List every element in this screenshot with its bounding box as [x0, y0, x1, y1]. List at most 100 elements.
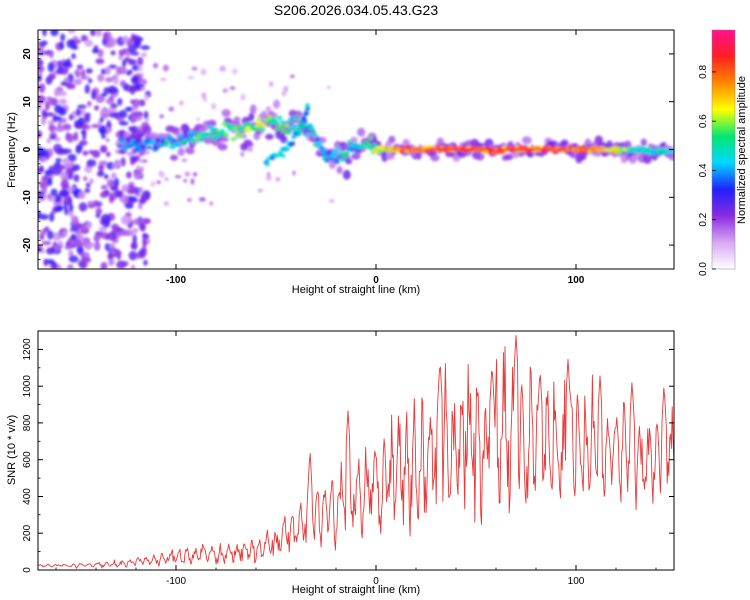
spectrogram-cell-1024 — [293, 115, 300, 120]
spectrogram-x-axis-label: Height of straight line (km) — [292, 284, 420, 296]
spectrogram-cell-536 — [190, 178, 195, 185]
spectrogram-cell-146 — [124, 106, 134, 112]
spectrogram-cell-129 — [128, 250, 138, 261]
spectrogram-cell-374 — [108, 230, 117, 241]
spectrogram-cell-995 — [252, 127, 259, 132]
spectrogram-cell-904 — [125, 138, 131, 143]
spectrogram-cell-876 — [631, 154, 639, 161]
spectrogram-cell-910 — [134, 140, 140, 145]
spectrogram-cell-189 — [98, 160, 108, 166]
spectrogram-cell-648 — [219, 136, 229, 143]
spectrogram-cell-1429 — [301, 116, 307, 121]
spectrogram-cell-584 — [179, 100, 184, 106]
spectrogram-cell-173 — [90, 30, 96, 37]
spectrogram-cell-1032 — [304, 132, 311, 138]
colorbar: 0.0 0.2 0.4 0.6 0.8 Normalized spectral ampl… — [698, 29, 748, 276]
spectrogram-cell-304 — [54, 245, 59, 252]
spectrogram-cell-209 — [53, 88, 60, 98]
spectrogram-cell-265 — [67, 153, 77, 162]
spectrogram-cell-984 — [237, 133, 244, 139]
spectrogram-cell-956 — [197, 137, 205, 143]
spectrogram-cell-468 — [56, 164, 66, 171]
spectrogram-cell-43 — [78, 202, 88, 212]
spectrogram-cell-353 — [127, 186, 137, 194]
spectrogram-cell-927 — [157, 143, 164, 148]
spectrogram-cell-80 — [137, 56, 144, 67]
spectrogram-cell-568 — [265, 106, 272, 112]
spectrogram-cell-491 — [85, 182, 91, 188]
spectrogram-cell-467 — [75, 108, 82, 117]
spectrogram-cell-212 — [143, 110, 149, 120]
colorbar-label: Normalized spectral amplitude — [736, 76, 748, 224]
spectrogram-cell-360 — [73, 131, 79, 142]
spectrogram-cell-237 — [52, 232, 62, 241]
spectrogram-cell-471 — [70, 215, 79, 226]
spectrogram-cell-161 — [130, 242, 136, 250]
spectrogram-cell-431 — [128, 198, 139, 203]
spectrogram-cell-78 — [108, 64, 117, 69]
spectrogram-cell-1062 — [347, 139, 353, 144]
spectrogram-cell-974 — [223, 132, 229, 138]
spectrogram-cell-1012 — [277, 115, 283, 121]
spectrogram-cell-465 — [91, 89, 96, 100]
colorbar-gradient — [712, 30, 735, 269]
spectrogram-cell-308 — [97, 170, 105, 177]
spectrogram-cell-300 — [108, 194, 115, 204]
spectrogram-cell-1254 — [615, 149, 622, 155]
spectrogram-cell-50 — [100, 184, 108, 190]
spectrogram-cell-881 — [640, 138, 647, 147]
spectrogram-cell-24 — [110, 172, 117, 180]
spectrogram-cell-492 — [44, 101, 50, 111]
spectrogram-cell-837 — [560, 139, 569, 147]
spectrogram-y-axis-label: Frequency (Hz) — [6, 112, 18, 188]
spectrogram-cell-435 — [99, 144, 108, 153]
spectrogram-cell-481 — [63, 77, 69, 84]
spectrogram-cell-299 — [131, 99, 141, 107]
spectrogram-cell-341 — [43, 259, 49, 267]
spectrogram-cell-919 — [146, 145, 153, 150]
spectrogram-cell-283 — [58, 98, 68, 105]
spectrogram-cell-1077 — [368, 136, 373, 141]
spectrogram-cell-310 — [92, 200, 100, 207]
spectrogram-cell-369 — [140, 45, 150, 50]
spectrogram-cell-997 — [255, 117, 262, 122]
spectrogram-cell-248 — [78, 190, 86, 200]
spectrogram-cell-507 — [106, 120, 111, 126]
spectrogram-cell-581 — [168, 106, 175, 112]
spectrogram-cell-522 — [162, 64, 170, 72]
spectrogram-cell-1039 — [314, 137, 321, 142]
spectrogram-cell-439 — [48, 124, 56, 132]
spectrogram-cell-26 — [132, 234, 138, 245]
spectrogram-cell-925 — [155, 137, 161, 143]
spectrogram-cell-436 — [55, 157, 62, 163]
spectrogram-cell-1397 — [264, 162, 270, 167]
spectrogram-cell-396 — [76, 223, 84, 229]
spectrogram-cell-553 — [292, 170, 296, 176]
spectrogram-cell-513 — [54, 104, 63, 114]
spectrogram-cell-407 — [67, 264, 74, 269]
spectrogram-cell-392 — [76, 246, 83, 253]
spectrogram-cell-681 — [280, 135, 288, 144]
spectrogram-cell-550 — [201, 92, 207, 99]
spectrogram-cell-306 — [38, 130, 43, 139]
spectrogram-cell-647 — [217, 143, 228, 151]
snr-series-line — [38, 334, 674, 569]
spectrogram-cell-1001 — [261, 123, 267, 128]
spectrogram-cell-564 — [143, 159, 148, 163]
spectrogram-cell-569 — [184, 171, 191, 177]
spectrogram-cell-1041 — [317, 142, 323, 147]
spectrogram-cell-346 — [49, 134, 57, 140]
spectrogram-cell-405 — [61, 157, 70, 165]
spectrogram-cell-898 — [117, 144, 123, 148]
spectrogram-cell-303 — [119, 229, 129, 237]
spectrogram-cell-473 — [38, 60, 42, 67]
spectrogram-cell-454 — [59, 41, 65, 50]
spectrogram-cell-714 — [338, 141, 348, 151]
spectrogram-cell-922 — [151, 139, 157, 144]
spectrogram-cell-998 — [257, 122, 263, 127]
spectrogram-cell-4 — [120, 157, 126, 167]
spectrogram-cell-442 — [137, 249, 146, 259]
spectrogram-cell-501 — [104, 43, 114, 49]
spectrogram-cell-486 — [39, 83, 46, 94]
